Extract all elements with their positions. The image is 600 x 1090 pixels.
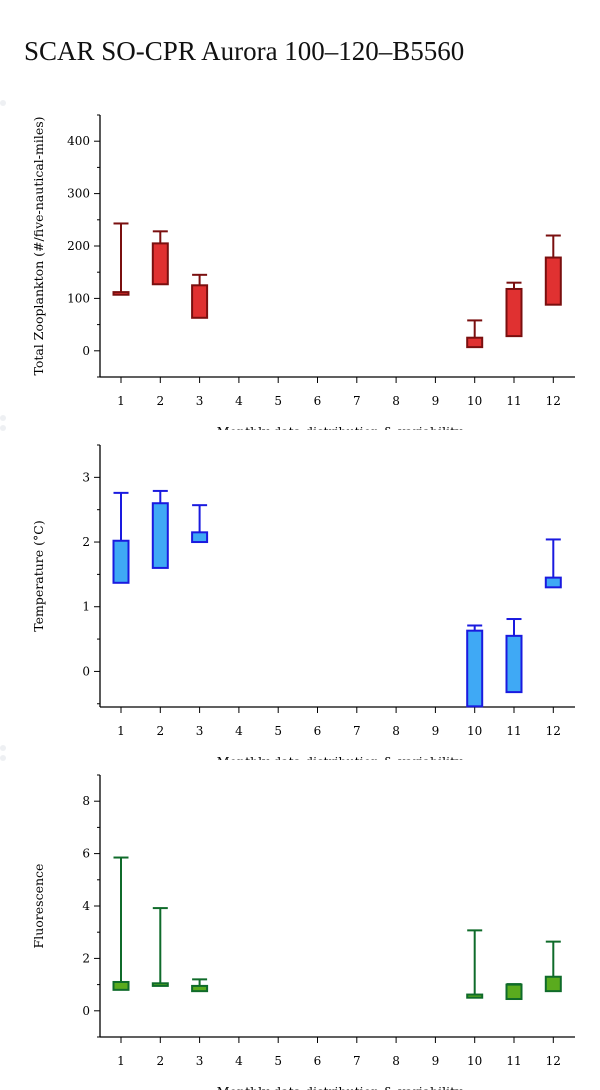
x-tick-label: 9 xyxy=(432,1054,440,1068)
box-month-11 xyxy=(505,287,523,338)
x-tick-label: 6 xyxy=(314,1054,322,1068)
x-tick-label: 11 xyxy=(506,394,521,408)
box-month-2 xyxy=(151,502,169,569)
y-axis-label: Temperature (°C) xyxy=(31,520,46,631)
x-tick-label: 8 xyxy=(392,394,400,408)
x-tick-label: 9 xyxy=(432,724,440,738)
y-tick-label: 400 xyxy=(67,134,90,148)
x-tick-label: 8 xyxy=(392,724,400,738)
y-tick-label: 4 xyxy=(82,899,90,913)
y-tick-label: 3 xyxy=(82,470,90,484)
y-axis-label: Fluorescence xyxy=(31,864,46,949)
y-tick-label: 1 xyxy=(82,600,90,614)
box-month-10 xyxy=(466,336,484,349)
x-tick-label: 2 xyxy=(156,394,164,408)
x-tick-label: 6 xyxy=(314,724,322,738)
x-tick-label: 3 xyxy=(196,1054,204,1068)
y-tick-label: 2 xyxy=(82,951,90,965)
box-month-11 xyxy=(505,983,523,1001)
box-month-11 xyxy=(505,634,523,694)
box-month-1 xyxy=(112,539,130,584)
page-title: SCAR SO-CPR Aurora 100–120–B5560 xyxy=(24,36,465,66)
y-tick-label: 2 xyxy=(82,535,90,549)
box-month-10 xyxy=(466,993,484,999)
x-tick-label: 10 xyxy=(467,1054,482,1068)
x-tick-label: 9 xyxy=(432,394,440,408)
sidebar-dots xyxy=(0,745,8,765)
box-month-12 xyxy=(544,256,562,306)
fluorescence-chart-svg: 02468123456789101112FluorescenceMonthly … xyxy=(31,774,575,1090)
fluorescence-chart: 02468123456789101112FluorescenceMonthly … xyxy=(0,765,600,1090)
x-tick-label: 12 xyxy=(546,394,561,408)
y-tick-label: 300 xyxy=(67,187,90,201)
x-tick-label: 4 xyxy=(235,394,243,408)
x-tick-label: 4 xyxy=(235,724,243,738)
box-month-12 xyxy=(544,576,562,589)
box-month-10 xyxy=(466,629,484,708)
x-tick-label: 10 xyxy=(467,394,482,408)
x-tick-label: 3 xyxy=(196,394,204,408)
y-axis-label: Total Zooplankton (#/five-nautical-miles… xyxy=(31,116,46,375)
y-tick-label: 100 xyxy=(67,291,90,305)
x-tick-label: 11 xyxy=(506,724,521,738)
x-tick-label: 2 xyxy=(156,724,164,738)
box-month-3 xyxy=(191,284,209,319)
x-tick-label: 3 xyxy=(196,724,204,738)
y-tick-label: 8 xyxy=(82,794,90,808)
x-tick-label: 10 xyxy=(467,724,482,738)
x-tick-label: 5 xyxy=(274,1054,282,1068)
x-tick-label: 8 xyxy=(392,1054,400,1068)
x-tick-label: 12 xyxy=(546,1054,561,1068)
zooplankton-chart: 0 100 200 300 400 1 2 3 4 5 6 7 8 9 10 11 12 Total Zoopla… xyxy=(0,105,600,430)
x-tick-label: 1 xyxy=(117,394,125,408)
x-tick-label: 2 xyxy=(156,1054,164,1068)
y-tick-label: 200 xyxy=(67,239,90,253)
box-month-3 xyxy=(191,984,209,993)
x-tick-label: 4 xyxy=(235,1054,243,1068)
x-axis-label: Monthly data distribution & variability xyxy=(217,754,463,760)
x-axis-label: Monthly data distribution & variability xyxy=(217,1084,463,1090)
sidebar-dots xyxy=(0,415,8,435)
x-tick-label: 12 xyxy=(546,724,561,738)
box-month-2 xyxy=(151,982,169,987)
sidebar-dots xyxy=(0,100,8,110)
x-tick-label: 11 xyxy=(506,1054,521,1068)
x-tick-label: 5 xyxy=(274,394,282,408)
x-tick-label: 7 xyxy=(353,1054,361,1068)
x-tick-label: 6 xyxy=(314,394,322,408)
x-tick-label: 1 xyxy=(117,1054,125,1068)
y-tick-label: 0 xyxy=(82,344,90,358)
y-tick-label: 0 xyxy=(82,1004,90,1018)
x-tick-label: 1 xyxy=(117,724,125,738)
box-month-1 xyxy=(112,980,130,991)
x-tick-label: 7 xyxy=(353,394,361,408)
y-tick-label: 0 xyxy=(82,664,90,678)
box-month-2 xyxy=(151,242,169,286)
box-month-1 xyxy=(112,291,130,296)
y-tick-label: 6 xyxy=(82,847,90,861)
x-axis-label: Monthly data distribution & variability xyxy=(217,424,463,430)
box-month-3 xyxy=(191,531,209,544)
box-month-12 xyxy=(544,975,562,993)
x-tick-label: 5 xyxy=(274,724,282,738)
x-tick-label: 7 xyxy=(353,724,361,738)
